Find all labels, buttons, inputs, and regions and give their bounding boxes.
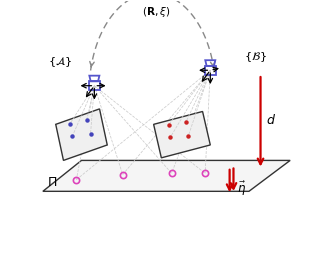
Text: $\{\mathcal{A}\}$: $\{\mathcal{A}\}$ [48,56,72,69]
Text: $d$: $d$ [266,113,276,127]
Text: $\vec{\eta}$: $\vec{\eta}$ [237,180,246,198]
Text: $\Pi$: $\Pi$ [47,176,57,189]
Polygon shape [43,160,290,191]
Text: $(\mathbf{R}, \xi)$: $(\mathbf{R}, \xi)$ [142,5,170,19]
Polygon shape [154,111,210,158]
Polygon shape [56,109,107,160]
Text: $\{\mathcal{B}\}$: $\{\mathcal{B}\}$ [244,51,267,64]
